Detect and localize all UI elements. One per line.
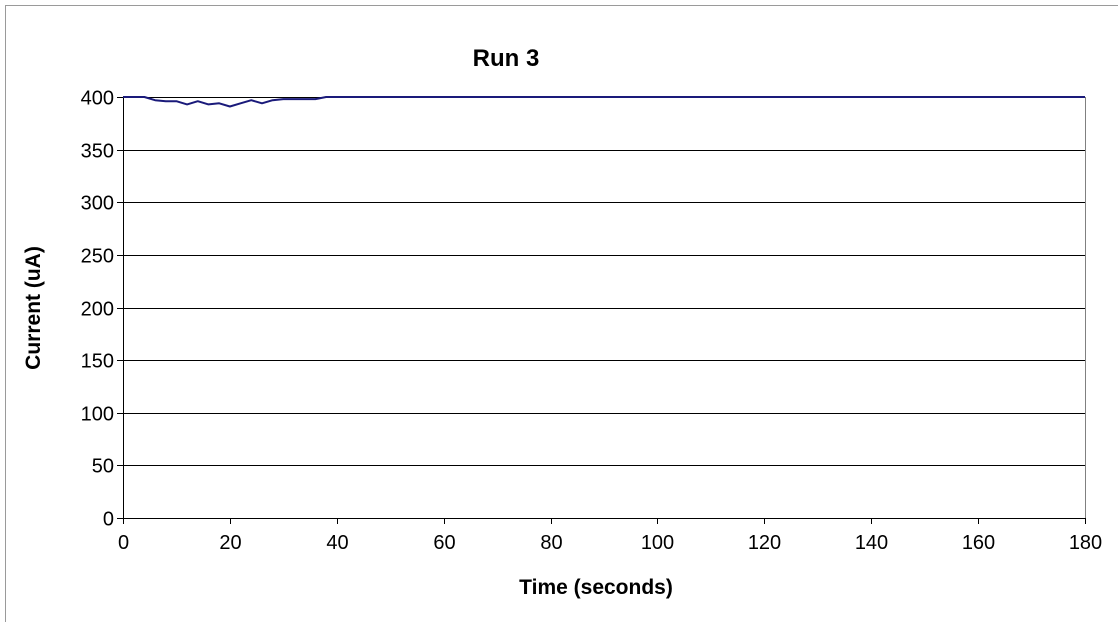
y-tick-label-100: 100 [81,404,114,426]
y-tick-label-50: 50 [92,456,114,478]
series-layer [122,96,1086,108]
x-axis-ticks: 0 20 40 60 80 100 120 140 160 180 [118,518,1102,554]
data-point-0-1 [133,96,135,98]
y-tick-label-0: 0 [103,509,114,531]
y-axis-title: Current (uA) [22,246,45,370]
x-tick-label-0: 0 [118,532,129,554]
data-point-0-23 [656,96,658,98]
x-tick-label-40: 40 [326,532,348,554]
data-point-0-18 [314,98,316,100]
data-point-0-21 [443,96,445,98]
y-tick-label-400: 400 [81,88,114,110]
data-point-0-0 [122,96,124,98]
x-tick-label-160: 160 [962,532,995,554]
chart-title: Run 3 [473,45,540,72]
x-tick-label-80: 80 [540,532,562,554]
data-point-0-13 [261,102,263,104]
data-point-0-27 [1084,96,1086,98]
x-tick-label-60: 60 [433,532,455,554]
data-point-0-9 [218,102,220,104]
data-point-0-17 [304,98,306,100]
gridlines [123,97,1085,466]
data-point-0-12 [250,99,252,101]
x-tick-label-120: 120 [748,532,781,554]
series-line-0 [123,96,1085,108]
data-point-0-22 [550,96,552,98]
y-tick-label-300: 300 [81,193,114,215]
x-tick-label-100: 100 [641,532,674,554]
data-point-0-20 [336,96,338,98]
data-point-0-11 [240,102,242,104]
data-point-0-19 [325,96,327,98]
data-point-0-25 [870,96,872,98]
y-tick-label-200: 200 [81,299,114,321]
data-point-0-4 [165,100,167,102]
y-tick-label-250: 250 [81,246,114,268]
data-point-0-10 [229,106,231,108]
data-point-0-7 [197,100,199,102]
data-point-0-3 [154,99,156,101]
data-point-0-14 [272,99,274,101]
chart-frame [5,5,1118,622]
data-point-0-6 [186,103,188,105]
data-point-0-8 [208,103,210,105]
data-point-0-16 [293,98,295,100]
x-tick-label-20: 20 [219,532,241,554]
y-axis-ticks: 0 50 100 150 200 250 300 350 400 [81,88,123,531]
x-tick-label-180: 180 [1069,532,1102,554]
y-tick-label-150: 150 [81,351,114,373]
data-point-0-5 [175,100,177,102]
data-point-0-15 [282,98,284,100]
data-point-0-26 [977,96,979,98]
y-tick-label-350: 350 [81,141,114,163]
data-point-0-2 [143,96,145,98]
x-tick-label-140: 140 [855,532,888,554]
axes [117,97,1086,519]
x-axis-title: Time (seconds) [519,576,673,599]
data-point-0-24 [763,96,765,98]
